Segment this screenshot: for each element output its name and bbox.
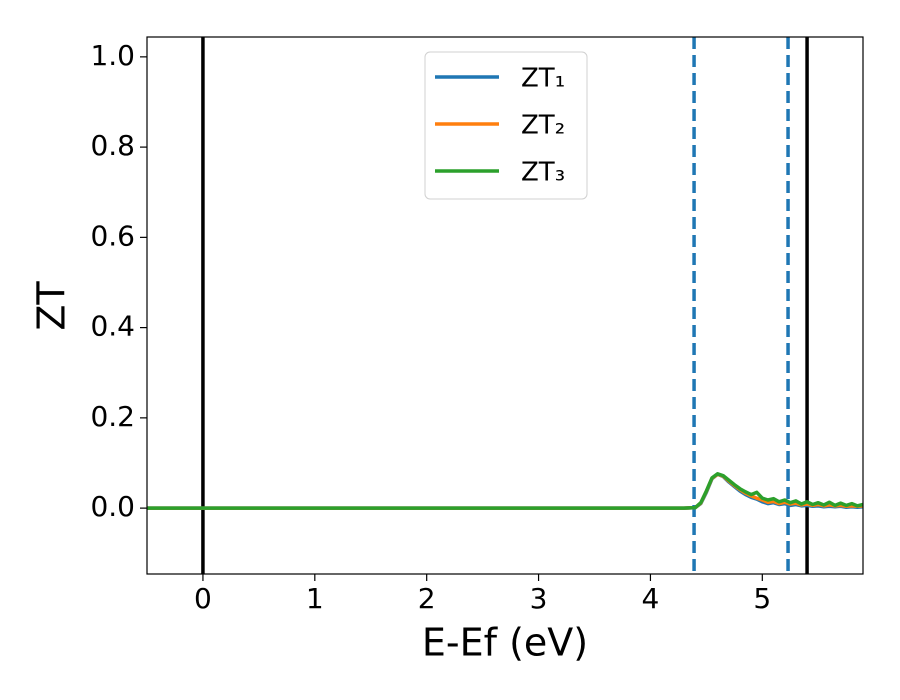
y-axis-label: ZT bbox=[30, 281, 74, 331]
y-tick-label: 0.8 bbox=[90, 129, 135, 162]
legend-box bbox=[424, 51, 588, 200]
y-tick-label: 0.6 bbox=[90, 219, 135, 252]
y-tick-label: 0.4 bbox=[90, 310, 135, 343]
x-tick-label: 1 bbox=[306, 582, 324, 615]
plot-frame bbox=[146, 36, 864, 575]
x-tick-label: 0 bbox=[194, 582, 212, 615]
x-tick-label: 2 bbox=[418, 582, 436, 615]
legend-label: ZT₁ bbox=[521, 64, 565, 94]
series-line bbox=[147, 472, 864, 510]
y-tick-label: 1.0 bbox=[90, 39, 135, 72]
x-tick-label: 5 bbox=[753, 582, 771, 615]
y-tick-label: 0.2 bbox=[90, 400, 135, 433]
x-tick-label: 4 bbox=[642, 582, 660, 615]
x-tick-label: 3 bbox=[530, 582, 548, 615]
legend-label: ZT₂ bbox=[521, 111, 565, 141]
legend-label: ZT₃ bbox=[521, 158, 565, 188]
y-tick-label: 0.0 bbox=[90, 490, 135, 523]
x-axis-label: E-Ef (eV) bbox=[422, 621, 588, 665]
